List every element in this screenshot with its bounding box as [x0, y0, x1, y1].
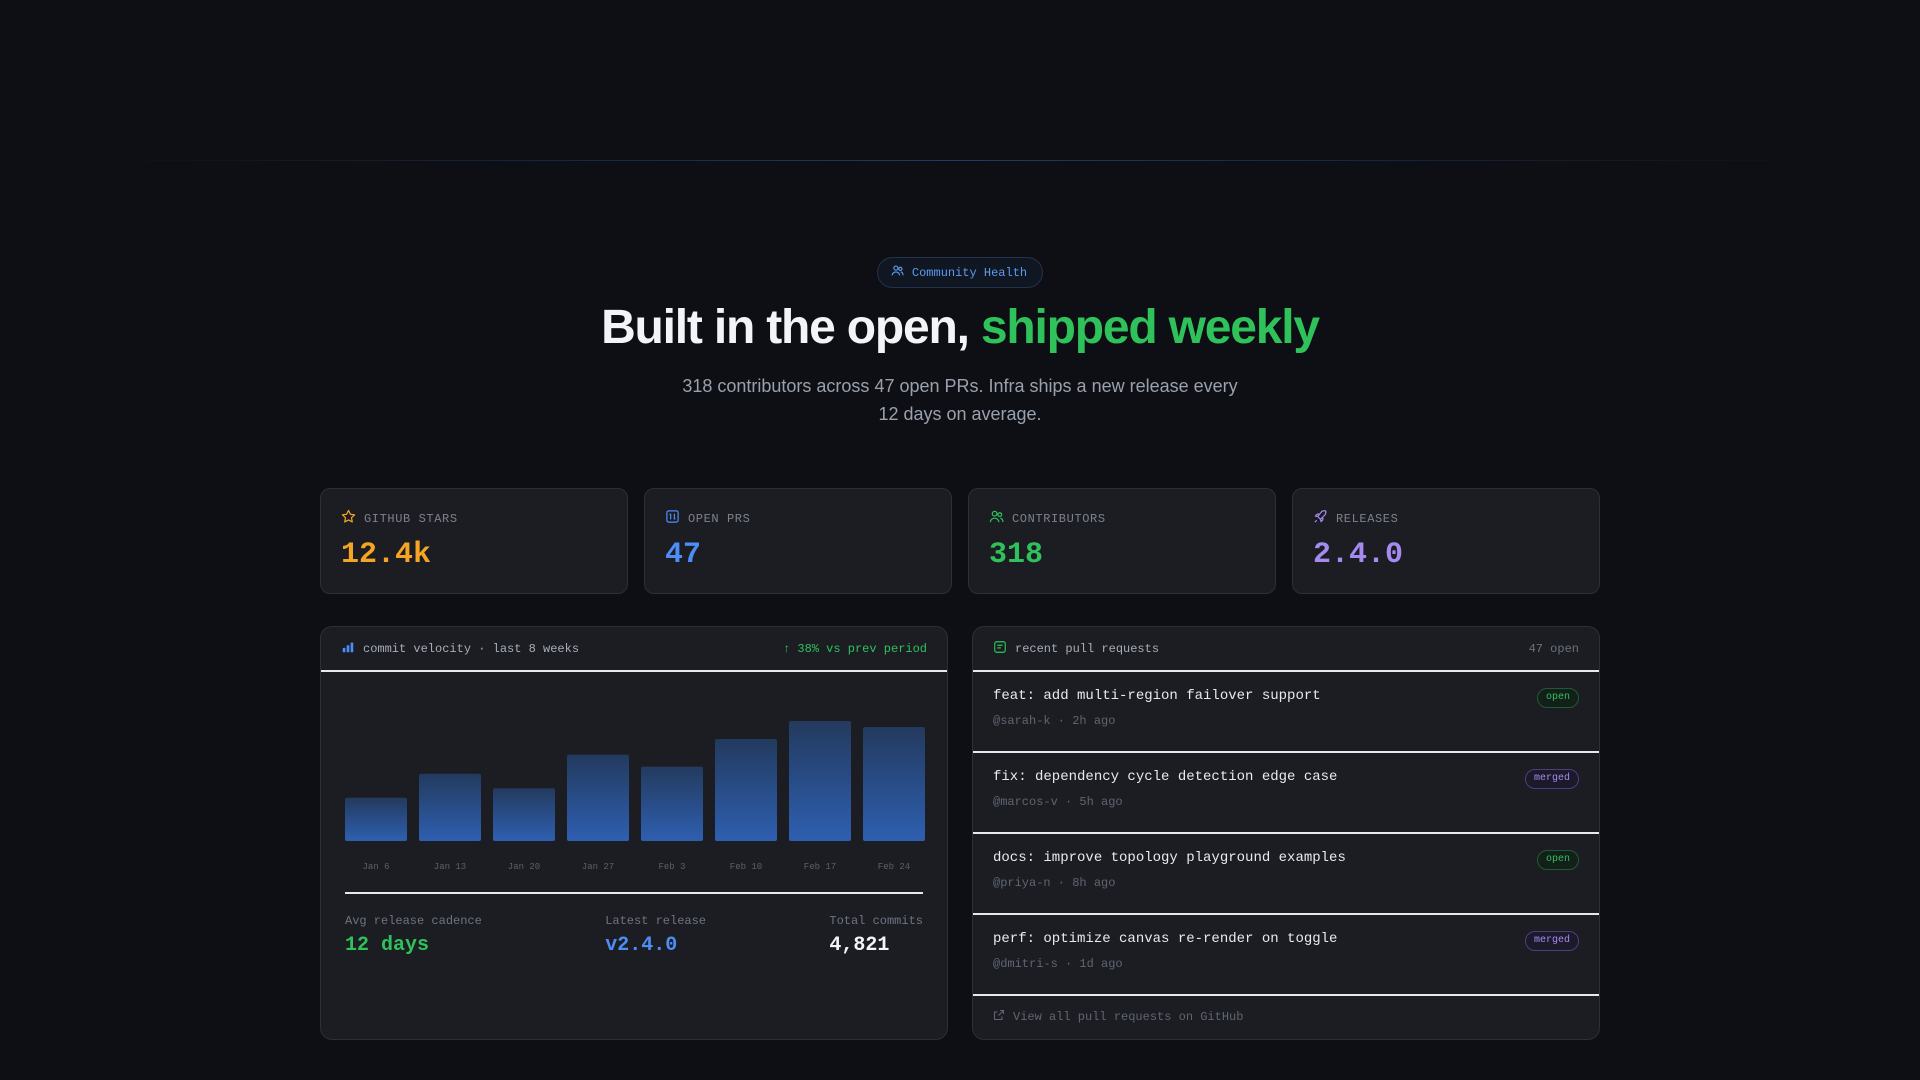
view-all-label[interactable]: View all pull requests on GitHub [1013, 1010, 1244, 1024]
stat-card-contributors: CONTRIBUTORS 318 [968, 488, 1276, 594]
stat-label: RELEASES [1336, 511, 1399, 526]
panel-header: commit velocity · last 8 weeks ↑ 38% vs … [321, 627, 947, 672]
x-tick-label: Feb 10 [730, 862, 762, 872]
x-tick-label: Jan 20 [508, 862, 540, 872]
panel-title: recent pull requests [1015, 641, 1160, 656]
stat-card-github-stars: GITHUB STARS 12.4k [320, 488, 628, 594]
pr-title[interactable]: fix: dependency cycle detection edge cas… [993, 769, 1338, 785]
rocket-icon [1313, 509, 1328, 528]
title-main: Built in the open, [601, 301, 981, 354]
bar-chart-svg: Jan 6 Jan 13 Jan 20 Jan 27 Feb 3 Feb 10 Feb 17… [345, 721, 925, 872]
chart-bar [493, 788, 555, 841]
stat-value: 318 [989, 538, 1044, 572]
view-all-prs-link[interactable]: View all pull requests on GitHub [973, 996, 1599, 1038]
stat-card-open-prs: OPEN PRS 47 [644, 488, 952, 594]
trend-indicator: ↑ 38% vs prev period [782, 641, 927, 656]
metric-value: v2.4.0 [605, 934, 678, 957]
x-tick-label: Jan 6 [362, 862, 389, 872]
stat-label: CONTRIBUTORS [1012, 511, 1106, 526]
pr-title[interactable]: perf: optimize canvas re-render on toggl… [993, 931, 1338, 947]
pull-request-row[interactable]: feat: add multi-region failover support … [973, 672, 1599, 753]
x-tick-label: Feb 17 [804, 862, 836, 872]
x-tick-label: Feb 24 [878, 862, 910, 872]
stat-card-releases: RELEASES 2.4.0 [1292, 488, 1600, 594]
pull-request-icon [665, 509, 680, 528]
page-subtitle: 318 contributors across 47 open PRs. Inf… [682, 376, 1238, 424]
pull-request-icon [993, 640, 1007, 658]
status-badge: merged [1524, 769, 1579, 789]
chart-bar [863, 727, 925, 841]
chart-bar [345, 797, 407, 841]
status-badge: merged [1524, 931, 1579, 951]
status-badge: open [1536, 688, 1579, 708]
title-accent: shipped weekly [980, 301, 1320, 354]
x-tick-label: Feb 3 [658, 862, 685, 872]
x-tick-label: Jan 13 [434, 862, 466, 872]
bar-chart-icon [341, 640, 355, 658]
pull-request-row[interactable]: perf: optimize canvas re-render on toggl… [973, 915, 1599, 996]
commit-velocity-panel: commit velocity · last 8 weeks ↑ 38% vs … [320, 626, 948, 1040]
chart-bar [641, 766, 703, 841]
metric-value: 12 days [345, 934, 430, 957]
x-tick-label: Jan 27 [582, 862, 614, 872]
pull-request-row[interactable]: fix: dependency cycle detection edge cas… [973, 753, 1599, 834]
star-icon [341, 509, 356, 528]
chart-bar [567, 754, 629, 841]
metric-latest-release: Latest release v2.4.0 [605, 914, 706, 957]
hero-section: Community Health Built in the open, ship… [0, 257, 1920, 428]
stat-label: GITHUB STARS [364, 511, 458, 526]
stat-label: OPEN PRS [688, 511, 751, 526]
metric-label: Avg release cadence [345, 914, 482, 928]
pr-meta: @priya-n · 8h ago [993, 876, 1116, 890]
pr-title[interactable]: feat: add multi-region failover support [993, 688, 1321, 704]
chart-divider [345, 892, 923, 894]
chart-bar [419, 773, 481, 841]
status-badge: open [1536, 850, 1579, 870]
stat-value: 12.4k [341, 538, 432, 572]
pull-requests-panel: recent pull requests 47 open feat: add m… [972, 626, 1600, 1040]
pr-meta: @dmitri-s · 1d ago [993, 957, 1123, 971]
external-link-icon [993, 1009, 1005, 1025]
badge-label: Community Health [911, 265, 1028, 280]
metric-label: Total commits [829, 914, 923, 928]
metric-value: 4,821 [829, 934, 890, 957]
metric-label: Latest release [605, 914, 707, 928]
pr-title[interactable]: docs: improve topology playground exampl… [993, 850, 1346, 866]
open-count: 47 open [1528, 641, 1579, 656]
pr-meta: @sarah-k · 2h ago [993, 714, 1116, 728]
commit-velocity-chart: Jan 6 Jan 13 Jan 20 Jan 27 Feb 3 Feb 10 Feb 17… [345, 672, 925, 892]
panel-title: commit velocity · last 8 weeks [363, 641, 580, 656]
pull-request-row[interactable]: docs: improve topology playground exampl… [973, 834, 1599, 915]
panel-header: recent pull requests 47 open [973, 627, 1599, 672]
stats-row: GITHUB STARS 12.4k OPEN PRS 47 CONTRIBUT… [320, 488, 1600, 594]
community-health-badge: Community Health [876, 257, 1044, 288]
metric-release-cadence: Avg release cadence 12 days [345, 914, 482, 957]
page-title: Built in the open, shipped weekly [0, 298, 1920, 358]
chart-bar [789, 721, 851, 841]
release-metrics: Avg release cadence 12 days Latest relea… [321, 894, 947, 957]
users-icon [989, 509, 1004, 528]
users-icon [891, 264, 904, 281]
stat-value: 47 [665, 538, 702, 572]
chart-bar [715, 739, 777, 841]
metric-total-commits: Total commits 4,821 [829, 914, 923, 957]
pr-meta: @marcos-v · 5h ago [993, 795, 1123, 809]
stat-value: 2.4.0 [1313, 538, 1404, 572]
top-divider-glow [100, 160, 1820, 161]
